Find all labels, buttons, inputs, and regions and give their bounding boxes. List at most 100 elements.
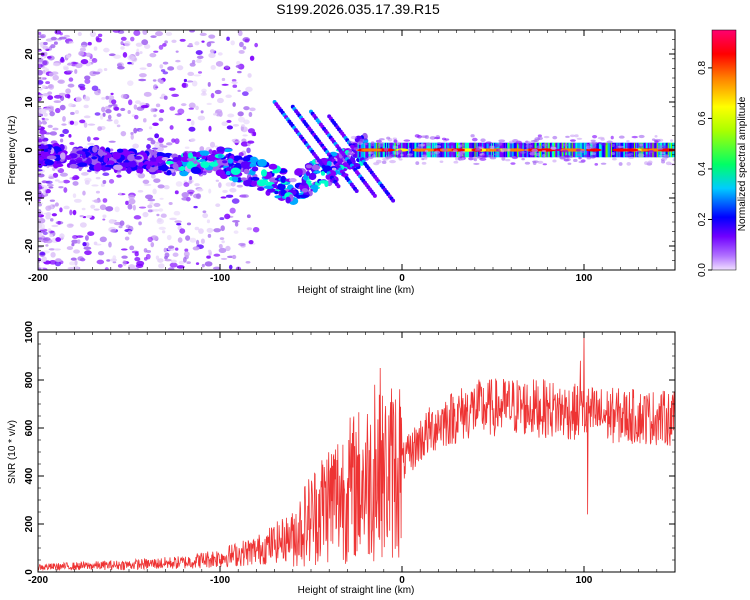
- noise-blob: [92, 71, 101, 75]
- ridge-blob: [179, 170, 189, 177]
- noise-blob: [231, 81, 238, 84]
- band-halo-blob: [468, 157, 474, 161]
- spectrogram-ylabel: Frequency (Hz): [7, 116, 18, 185]
- noise-blob: [237, 70, 242, 74]
- noise-blob: [75, 96, 82, 103]
- noise-blob: [70, 257, 77, 261]
- noise-blob: [237, 89, 241, 93]
- noise-blob: [55, 107, 61, 114]
- noise-blob: [171, 93, 179, 97]
- noise-blob: [168, 202, 173, 206]
- band-halo-blob: [552, 159, 557, 163]
- band-halo-blob: [388, 142, 395, 146]
- noise-blob: [61, 123, 67, 126]
- noise-blob: [251, 132, 256, 137]
- noise-blob: [249, 55, 255, 61]
- ridge-blob: [285, 196, 291, 204]
- noise-blob: [228, 264, 233, 270]
- noise-blob: [62, 179, 71, 184]
- noise-blob: [132, 204, 136, 211]
- noise-blob: [41, 119, 46, 125]
- noise-blob: [197, 71, 203, 74]
- noise-blob: [84, 235, 89, 241]
- band-halo-blob: [377, 143, 385, 147]
- noise-blob: [51, 224, 59, 228]
- band-halo-blob: [562, 143, 569, 147]
- ridge-blob: [116, 148, 124, 153]
- noise-blob: [127, 80, 134, 86]
- noise-blob: [38, 87, 43, 91]
- noise-blob: [58, 92, 66, 96]
- spectrogram-blobs: [38, 30, 675, 270]
- noise-blob: [112, 30, 121, 33]
- band-halo-blob: [639, 143, 644, 147]
- noise-blob: [137, 189, 144, 193]
- ridge-blob: [320, 170, 326, 176]
- ridge-blob: [77, 162, 88, 167]
- noise-blob: [118, 225, 123, 229]
- noise-blob: [117, 65, 125, 70]
- noise-blob: [166, 142, 173, 146]
- noise-blob: [193, 205, 198, 209]
- noise-blob: [238, 242, 246, 246]
- noise-blob: [91, 85, 99, 92]
- ridge-blob: [289, 177, 297, 183]
- noise-blob: [50, 251, 56, 258]
- band-halo-blob: [617, 145, 625, 148]
- noise-blob: [38, 264, 41, 268]
- noise-blob: [169, 262, 178, 268]
- noise-blob: [135, 100, 141, 105]
- noise-blob: [38, 222, 43, 229]
- noise-blob: [222, 189, 228, 193]
- noise-blob: [72, 181, 79, 186]
- noise-blob: [47, 124, 53, 128]
- noise-blob: [112, 255, 117, 260]
- noise-blob: [195, 262, 200, 265]
- noise-blob: [102, 214, 107, 218]
- noise-blob: [194, 226, 200, 231]
- noise-blob: [215, 203, 221, 207]
- noise-blob: [155, 255, 160, 260]
- ridge-blob: [138, 161, 144, 167]
- noise-blob: [156, 213, 160, 217]
- noise-blob: [134, 256, 141, 262]
- noise-blob: [87, 41, 92, 46]
- noise-blob: [99, 236, 107, 243]
- band-halo-blob: [478, 146, 484, 149]
- noise-blob: [181, 192, 189, 198]
- noise-blob: [196, 58, 202, 64]
- noise-blob: [72, 193, 77, 198]
- noise-blob: [83, 246, 92, 250]
- noise-blob: [225, 182, 233, 187]
- band-halo-blob: [569, 155, 573, 158]
- noise-blob: [169, 217, 177, 221]
- band-halo-blob: [644, 154, 651, 158]
- noise-blob: [102, 218, 106, 221]
- noise-blob: [110, 229, 117, 233]
- ridge-blob: [274, 195, 282, 199]
- noise-blob: [49, 259, 57, 265]
- noise-blob: [77, 256, 84, 261]
- noise-blob: [39, 251, 46, 256]
- noise-blob: [188, 126, 196, 132]
- noise-blob: [100, 183, 105, 187]
- noise-blob: [234, 221, 239, 227]
- noise-blob: [110, 92, 114, 96]
- noise-blob: [127, 203, 133, 210]
- noise-blob: [104, 267, 109, 270]
- noise-blob: [208, 149, 213, 155]
- noise-blob: [143, 183, 152, 186]
- noise-blob: [55, 237, 62, 242]
- x-tick-label: -200: [28, 273, 48, 284]
- noise-blob: [87, 123, 96, 126]
- noise-blob: [190, 120, 195, 126]
- band-halo-blob: [536, 145, 543, 149]
- noise-blob: [153, 178, 161, 183]
- band-halo-blob: [434, 136, 441, 140]
- ridge-blob: [298, 194, 309, 199]
- noise-blob: [128, 194, 135, 200]
- noise-blob: [136, 260, 145, 266]
- noise-blob: [45, 81, 51, 85]
- noise-blob: [238, 50, 245, 54]
- noise-blob: [116, 174, 122, 178]
